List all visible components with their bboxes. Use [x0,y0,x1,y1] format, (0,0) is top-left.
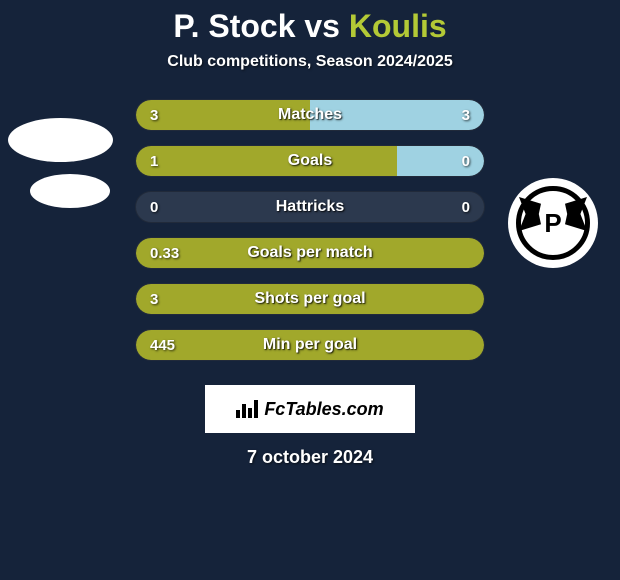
stat-label: Goals per match [136,238,484,268]
vs-text: vs [304,8,340,44]
brand-text: FcTables.com [264,399,383,420]
stat-row: 33Matches [135,99,485,131]
stat-row: 445Min per goal [135,329,485,361]
player1-name: P. Stock [173,8,295,44]
player2-club-crest: P [508,178,598,268]
stat-row: 00Hattricks [135,191,485,223]
comparison-card: P. Stock vs Koulis Club competitions, Se… [0,0,620,468]
stats-list: 33Matches 10Goals 00Hattricks 0.33Goals per… [135,99,485,361]
brand-logo: FcTables.com [205,385,415,433]
player2-name: Koulis [349,8,447,44]
stat-label: Hattricks [136,192,484,222]
player1-badge-placeholder [8,118,113,162]
stat-label: Min per goal [136,330,484,360]
footer-date: 7 october 2024 [0,447,620,468]
stat-label: Shots per goal [136,284,484,314]
crest-letter: P [544,208,561,239]
stat-row: 3Shots per goal [135,283,485,315]
title: P. Stock vs Koulis [0,8,620,45]
stat-label: Goals [136,146,484,176]
subtitle: Club competitions, Season 2024/2025 [0,53,620,71]
eagle-crest-icon: P [516,186,590,260]
chart-bars-icon [236,400,258,418]
stat-row: 10Goals [135,145,485,177]
player1-club-badge-placeholder [30,174,110,208]
stat-label: Matches [136,100,484,130]
stat-row: 0.33Goals per match [135,237,485,269]
